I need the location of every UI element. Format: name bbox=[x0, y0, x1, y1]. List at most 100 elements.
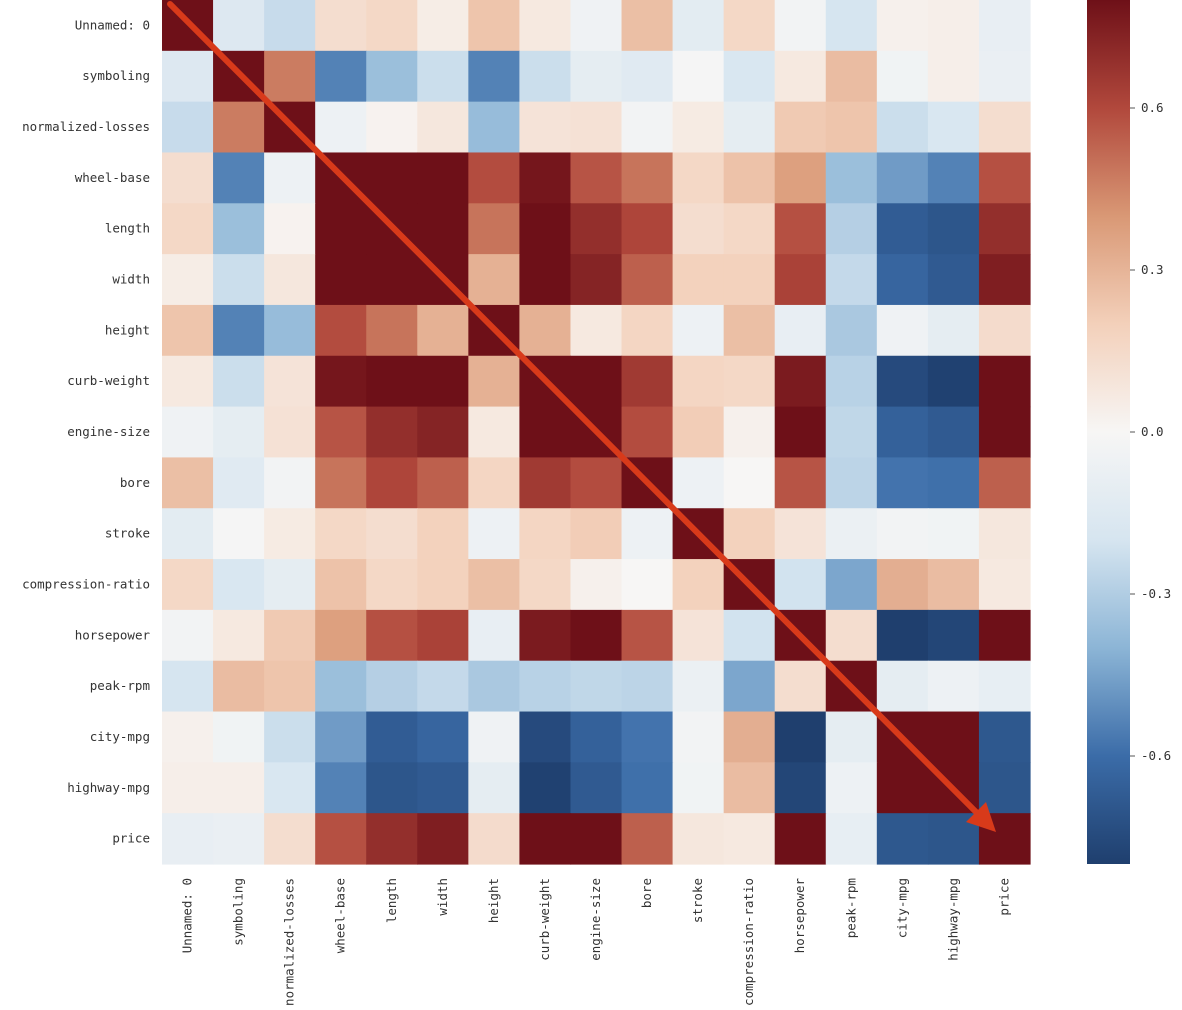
heatmap-cell bbox=[417, 813, 469, 865]
heatmap-cell bbox=[774, 152, 827, 204]
heatmap-cell bbox=[366, 609, 418, 662]
heatmap-cell bbox=[468, 762, 521, 814]
heatmap-cell bbox=[774, 711, 827, 763]
heatmap-cell bbox=[621, 0, 674, 52]
heatmap-cell bbox=[366, 50, 418, 103]
heatmap-cell bbox=[774, 0, 827, 52]
heatmap-cell bbox=[978, 304, 1031, 357]
heatmap-cell bbox=[264, 609, 316, 662]
heatmap-cell bbox=[876, 660, 929, 713]
heatmap-cell bbox=[723, 355, 776, 408]
heatmap-cell bbox=[519, 0, 572, 52]
heatmap-cell bbox=[468, 711, 521, 763]
heatmap-cell bbox=[264, 457, 316, 509]
heatmap-cell bbox=[570, 0, 623, 52]
heatmap-cell bbox=[876, 152, 929, 204]
heatmap-cell bbox=[264, 813, 316, 865]
heatmap-cell bbox=[672, 406, 725, 459]
heatmap-cell bbox=[315, 508, 367, 560]
heatmap-cell bbox=[621, 203, 674, 255]
heatmap-cell bbox=[315, 101, 367, 154]
heatmap-cell bbox=[927, 559, 980, 611]
heatmap-cell bbox=[315, 660, 367, 713]
heatmap-cell bbox=[825, 355, 878, 408]
y-tick-label: horsepower bbox=[75, 627, 151, 642]
y-axis-labels: Unnamed: 0 symboling normalized-losses whee… bbox=[22, 17, 150, 845]
heatmap-cell bbox=[519, 101, 572, 154]
heatmap-cell bbox=[927, 660, 980, 713]
heatmap-cell bbox=[825, 406, 878, 459]
heatmap-cell bbox=[978, 559, 1031, 611]
heatmap-cell bbox=[468, 101, 521, 154]
heatmap-cell bbox=[213, 101, 265, 154]
heatmap-cell bbox=[723, 203, 776, 255]
heatmap-cell bbox=[621, 50, 674, 103]
heatmap-cell bbox=[519, 660, 572, 713]
heatmap-cell bbox=[570, 254, 623, 306]
x-axis-labels: Unnamed: 0 symboling normalized-losses whee… bbox=[180, 878, 1012, 1006]
heatmap-cell bbox=[927, 152, 980, 204]
heatmap-cell bbox=[672, 304, 725, 357]
heatmap-cell bbox=[876, 355, 929, 408]
heatmap-cell bbox=[468, 203, 521, 255]
heatmap-cell bbox=[927, 203, 980, 255]
x-tick-label: engine-size bbox=[588, 878, 603, 961]
heatmap-cell bbox=[417, 559, 469, 611]
heatmap-cell bbox=[366, 711, 418, 763]
heatmap-cell bbox=[774, 203, 827, 255]
y-tick-label: symboling bbox=[82, 68, 150, 83]
heatmap-cell bbox=[723, 762, 776, 814]
heatmap-cell bbox=[264, 0, 316, 52]
heatmap-cell bbox=[672, 101, 725, 154]
heatmap-cell bbox=[315, 406, 367, 459]
heatmap-cell bbox=[672, 254, 725, 306]
heatmap-cell bbox=[213, 203, 265, 255]
heatmap-cell bbox=[774, 304, 827, 357]
heatmap-cell bbox=[672, 50, 725, 103]
heatmap-cell bbox=[366, 508, 418, 560]
heatmap-cell bbox=[468, 406, 521, 459]
heatmap-cell bbox=[519, 50, 572, 103]
heatmap-cell bbox=[570, 609, 623, 662]
heatmap-cell bbox=[213, 609, 265, 662]
heatmap-cell bbox=[825, 508, 878, 560]
heatmap-cell bbox=[825, 609, 878, 662]
heatmap-cell bbox=[570, 711, 623, 763]
heatmap-cell bbox=[264, 304, 316, 357]
heatmap-cell bbox=[366, 101, 418, 154]
y-tick-label: highway-mpg bbox=[67, 780, 150, 795]
heatmap-cell bbox=[876, 609, 929, 662]
x-tick-label: Unnamed: 0 bbox=[180, 878, 195, 953]
heatmap-cell bbox=[315, 355, 367, 408]
x-tick-label: peak-rpm bbox=[843, 878, 858, 938]
heatmap-cell bbox=[672, 813, 725, 865]
heatmap-cell bbox=[672, 355, 725, 408]
heatmap-cell bbox=[570, 355, 623, 408]
heatmap-cell bbox=[927, 254, 980, 306]
heatmap-cell bbox=[264, 50, 316, 103]
heatmap-cell bbox=[927, 0, 980, 52]
heatmap-cell bbox=[519, 304, 572, 357]
heatmap-cell bbox=[315, 304, 367, 357]
heatmap-cell bbox=[621, 406, 674, 459]
x-tick-label: price bbox=[996, 878, 1011, 916]
heatmap-cell bbox=[978, 101, 1031, 154]
heatmap-cell bbox=[927, 711, 980, 763]
heatmap-cell bbox=[315, 711, 367, 763]
heatmap-cell bbox=[978, 203, 1031, 255]
heatmap-cell bbox=[876, 254, 929, 306]
y-tick-label: bore bbox=[120, 475, 150, 490]
x-tick-label: length bbox=[384, 878, 399, 923]
heatmap-cell bbox=[366, 355, 418, 408]
heatmap-cell bbox=[162, 457, 214, 509]
heatmap-cell bbox=[162, 559, 214, 611]
heatmap-cell bbox=[672, 609, 725, 662]
heatmap-cell bbox=[978, 254, 1031, 306]
heatmap-cell bbox=[672, 660, 725, 713]
heatmap-cell bbox=[264, 355, 316, 408]
heatmap-cell bbox=[519, 813, 572, 865]
heatmap-cell bbox=[570, 152, 623, 204]
colorbar-gradient bbox=[1087, 0, 1130, 864]
heatmap-cells bbox=[162, 0, 1031, 865]
